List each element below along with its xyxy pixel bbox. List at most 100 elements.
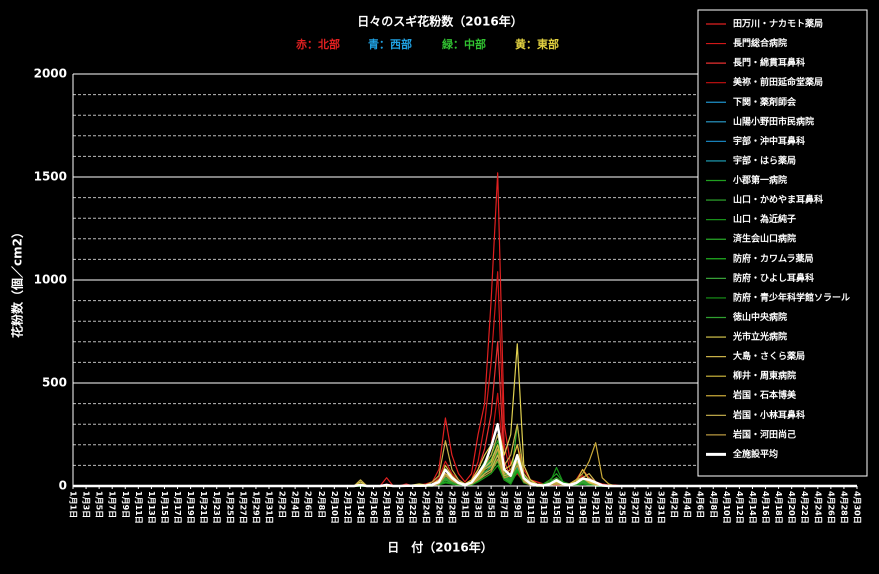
- legend-label: 岩国・石本博美: [732, 389, 797, 401]
- chart-title: 日々のスギ花粉数（2016年）: [357, 14, 522, 29]
- x-tick-label: 2月10日: [330, 491, 339, 524]
- axes: 0 500 1000 1500 2000 1月1日 1月3日 1月5日 1月7日 1月9日 1月11…: [34, 67, 862, 524]
- region-label: 黄：東部: [515, 37, 559, 51]
- x-tick-label: 3月21日: [591, 491, 600, 524]
- legend-label: 山口・為近純子: [733, 213, 796, 225]
- x-tick-label: 4月24日: [813, 491, 822, 524]
- x-tick-label: 1月31日: [265, 491, 274, 524]
- legend-label: 美祢・前田延命堂薬局: [733, 76, 823, 88]
- legend-label: 徳山中央病院: [732, 311, 787, 323]
- legend-label: 防府・カワムラ薬局: [733, 252, 814, 264]
- x-tick-label: 4月2日: [670, 491, 679, 518]
- legend-label: 山陽小野田市民病院: [733, 115, 814, 127]
- x-tick-label: 2月16日: [369, 491, 378, 524]
- x-tick-label: 4月22日: [800, 491, 809, 524]
- x-tick-label: 1月27日: [238, 491, 247, 524]
- x-tick-label: 2月14日: [356, 491, 365, 524]
- x-tick-label: 2月20日: [395, 491, 404, 524]
- legend-label: 岩国・小林耳鼻科: [732, 409, 805, 421]
- x-axis-title: 日 付（2016年）: [387, 540, 492, 555]
- x-tick-label: 1月15日: [160, 491, 169, 524]
- x-tick-label: 3月5日: [487, 491, 496, 518]
- x-tick-label: 2月8日: [317, 491, 326, 518]
- x-tick-label: 3月9日: [513, 491, 522, 518]
- legend-label: 大島・さくら薬局: [733, 350, 805, 362]
- x-tick-label: 1月13日: [147, 491, 156, 524]
- x-tick-label: 3月25日: [617, 491, 626, 524]
- x-tick-label: 1月17日: [173, 491, 182, 524]
- x-tick-label: 1月21日: [199, 491, 208, 524]
- x-tick-label: 3月23日: [604, 491, 613, 524]
- legend-label: 下関・薬剤師会: [733, 96, 797, 108]
- x-tick-label: 3月13日: [539, 491, 548, 524]
- x-tick-label: 4月18日: [774, 491, 783, 524]
- x-tick-label: 1月9日: [121, 491, 130, 518]
- x-tick-label: 1月1日: [69, 491, 78, 518]
- x-tick-label: 2月26日: [434, 491, 443, 524]
- y-tick-label: 2000: [34, 67, 67, 81]
- x-tick-label: 4月4日: [683, 491, 692, 518]
- x-tick-label: 4月12日: [735, 491, 744, 524]
- x-tick-label: 4月10日: [722, 491, 731, 524]
- x-tick-label: 3月3日: [474, 491, 483, 518]
- legend-label: 防府・ひよし耳鼻科: [733, 272, 814, 284]
- x-tick-label: 2月28日: [447, 491, 456, 524]
- x-tick-label: 3月17日: [565, 491, 574, 524]
- x-tick-label: 3月7日: [500, 491, 509, 518]
- legend-label: 光市立光病院: [732, 331, 787, 343]
- x-tick-label: 1月5日: [95, 491, 104, 518]
- x-tick-label: 2月6日: [304, 491, 313, 518]
- x-tick-label: 3月29日: [643, 491, 652, 524]
- x-tick-label: 2月22日: [408, 491, 417, 524]
- region-label: 青：西部: [368, 37, 412, 51]
- x-tick-label: 2月4日: [291, 491, 300, 518]
- legend-label: 小郡第一病院: [732, 174, 787, 186]
- legend-label: 済生会山口病院: [733, 233, 796, 245]
- x-tick-label: 4月30日: [853, 491, 862, 524]
- y-tick-label: 0: [59, 479, 67, 493]
- x-tick-label: 1月23日: [212, 491, 221, 524]
- x-tick-label: 4月6日: [696, 491, 705, 518]
- x-tick-label: 2月18日: [382, 491, 391, 524]
- x-tick-label: 1月7日: [108, 491, 117, 518]
- legend-label: 山口・かめやま耳鼻科: [733, 194, 823, 206]
- legend-box: [697, 9, 868, 477]
- region-label: 緑：中部: [442, 37, 486, 51]
- x-tick-label: 1月25日: [225, 491, 234, 524]
- x-tick-label: 2月12日: [343, 491, 352, 524]
- x-tick-label: 3月19日: [578, 491, 587, 524]
- legend-label: 田万川・ナカモト薬局: [733, 18, 823, 30]
- region-label: 赤：北部: [296, 37, 340, 51]
- x-tick-label: 3月27日: [630, 491, 639, 524]
- y-tick-label: 500: [42, 376, 67, 390]
- x-tick-label: 4月20日: [787, 491, 796, 524]
- legend-label: 全施設平均: [732, 448, 778, 460]
- legend-label: 防府・青少年科学館ソラール: [733, 291, 850, 303]
- y-tick-label: 1000: [34, 273, 67, 287]
- x-tick-label: 4月16日: [761, 491, 770, 524]
- x-tick-label: 1月3日: [82, 491, 91, 518]
- x-tick-label: 3月11日: [526, 491, 535, 524]
- y-tick-label: 1500: [34, 170, 67, 184]
- legend-label: 宇部・沖中耳鼻科: [733, 135, 805, 147]
- x-tick-label: 4月8日: [709, 491, 718, 518]
- x-tick-label: 1月29日: [251, 491, 260, 524]
- x-tick-label: 3月15日: [552, 491, 561, 524]
- x-tick-label: 2月24日: [421, 491, 430, 524]
- legend-label: 柳井・周東病院: [733, 370, 796, 382]
- legend-label: 岩国・河田尚己: [732, 428, 796, 440]
- legend-label: 宇部・はら薬局: [733, 154, 796, 166]
- x-tick-label: 4月14日: [748, 491, 757, 524]
- legend: 田万川・ナカモト薬局長門総合病院長門・綿貫耳鼻科美祢・前田延命堂薬局下関・薬剤師…: [697, 9, 868, 477]
- x-tick-label: 2月2日: [278, 491, 287, 518]
- x-tick-label: 3月31日: [657, 491, 666, 524]
- x-tick-label: 4月26日: [826, 491, 835, 524]
- x-tick-label: 1月19日: [186, 491, 195, 524]
- legend-label: 長門・綿貫耳鼻科: [733, 57, 805, 69]
- y-axis-title: 花粉数（個／cm2）: [10, 226, 25, 338]
- legend-label: 長門総合病院: [733, 37, 787, 49]
- x-tick-label: 4月28日: [839, 491, 848, 524]
- x-tick-label: 1月11日: [134, 491, 143, 524]
